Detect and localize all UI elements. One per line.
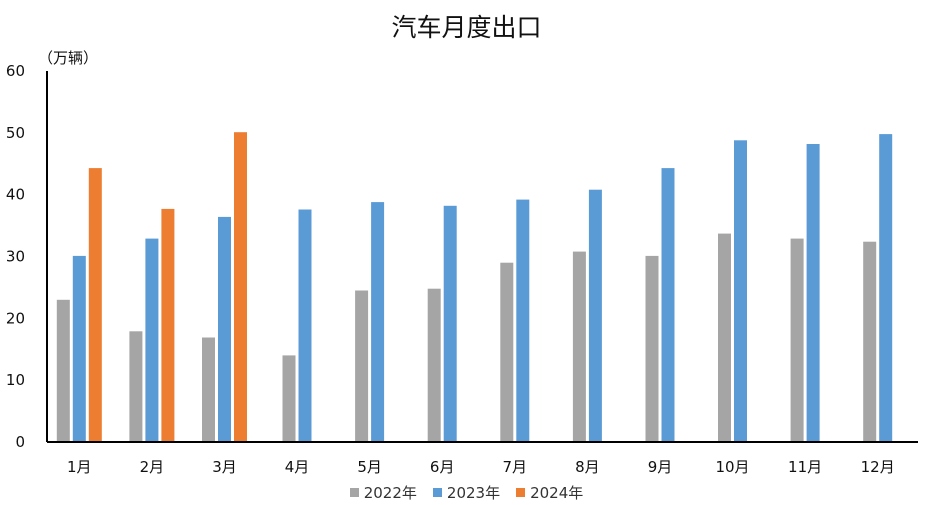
bar-2022年-10月 [718,233,731,442]
x-tick-label-1: 2月 [140,458,165,476]
x-tick-label-9: 10月 [715,458,749,476]
bar-2023年-5月 [371,202,385,442]
bar-2023年-10月 [734,140,747,443]
bar-2023年-8月 [588,189,602,442]
y-tick-label-4: 40 [6,186,25,204]
legend-label-0: 2022年 [363,484,417,502]
legend-item-0: 2022年 [349,482,417,503]
bars [56,132,893,443]
legend-label-1: 2023年 [446,484,501,502]
y-tick-label-3: 30 [6,248,25,266]
bar-2023年-9月 [661,168,675,442]
bar-2023年-6月 [443,205,457,442]
bar-2022年-3月 [202,337,215,442]
y-tick-label-0: 0 [15,433,25,451]
bar-2022年-12月 [863,241,877,442]
bar-2023年-4月 [298,209,312,442]
x-tick-label-5: 6月 [430,458,455,476]
bar-2024年-1月 [88,168,102,442]
x-tick-label-4: 5月 [357,458,382,476]
legend-label-2: 2024年 [530,484,584,502]
x-tick-label-10: 11月 [788,458,822,476]
y-axis-unit-label: （万辆） [38,49,99,67]
bar-2022年-6月 [427,288,441,442]
x-tick-label-8: 9月 [648,458,673,476]
legend-swatch-1 [432,488,442,497]
bar-2023年-12月 [879,134,893,442]
y-tick-label-1: 10 [6,371,25,389]
bar-2023年-11月 [806,144,820,442]
bar-2023年-2月 [145,238,159,442]
bar-2024年-3月 [234,132,247,442]
bar-2022年-4月 [282,355,296,442]
x-axis-ticks: 1月 2月 3月 4月 5月 6月 7月 8月 9月 10月 11月 12月 [67,458,895,476]
bar-2023年-7月 [516,199,530,442]
bar-2022年-9月 [645,255,659,442]
legend-item-1: 2023年 [432,482,501,503]
bar-2022年-7月 [500,262,514,442]
y-tick-label-6: 60 [6,62,25,80]
bar-2022年-11月 [790,238,804,442]
y-tick-label-5: 50 [6,124,25,142]
legend: 2022年 2023年 2024年 [0,482,933,503]
x-tick-label-7: 8月 [575,458,600,476]
bar-2023年-3月 [218,216,231,442]
x-tick-label-3: 4月 [285,458,310,476]
y-tick-label-2: 20 [6,309,25,327]
bar-2024年-2月 [161,208,175,442]
bar-2022年-2月 [129,331,143,442]
x-tick-label-11: 12月 [861,458,895,476]
bar-2022年-8月 [572,251,586,442]
x-tick-label-6: 7月 [503,458,528,476]
bar-2022年-5月 [355,290,369,442]
bar-2023年-1月 [72,255,86,442]
y-axis-ticks: 0 10 20 30 40 50 60 [6,62,25,451]
legend-swatch-0 [349,488,359,497]
x-tick-label-0: 1月 [67,458,92,476]
x-tick-label-2: 3月 [212,458,237,476]
bar-2022年-1月 [56,299,70,442]
legend-swatch-2 [516,488,526,497]
legend-item-2: 2024年 [516,482,583,503]
chart-title: 汽车月度出口 [391,13,542,42]
